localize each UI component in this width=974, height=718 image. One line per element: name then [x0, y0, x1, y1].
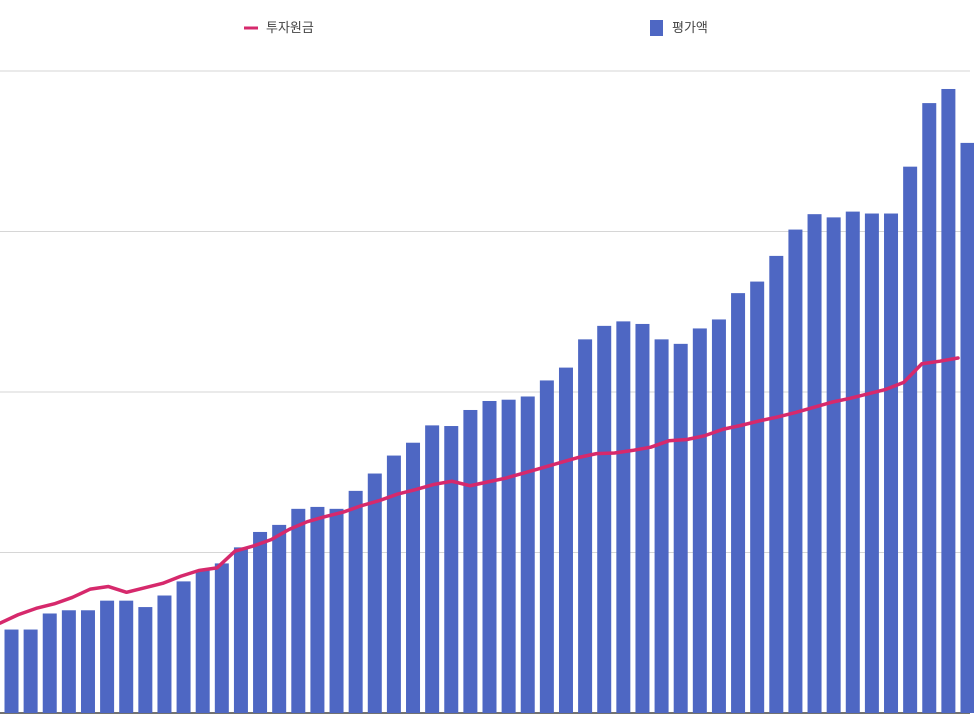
bar [864, 213, 879, 713]
bar [884, 213, 899, 713]
bar [845, 211, 860, 713]
bar [23, 629, 38, 713]
legend-label-evaluation: 평가액 [672, 21, 708, 36]
bar [425, 425, 440, 713]
bar [406, 442, 421, 713]
legend-label-principal: 투자원금 [266, 21, 314, 36]
bar [788, 229, 803, 713]
bar [138, 607, 153, 713]
bar [922, 103, 937, 714]
bar [367, 473, 382, 713]
bar [731, 293, 746, 713]
bar [61, 610, 76, 713]
bar [463, 409, 478, 713]
bar [654, 339, 669, 713]
bar [807, 214, 822, 714]
bar [826, 217, 841, 713]
bar [42, 613, 57, 713]
bar [673, 343, 688, 713]
bar [176, 581, 191, 713]
bar [750, 281, 765, 713]
bar [711, 319, 726, 713]
principal-line [0, 356, 960, 625]
bar [769, 255, 784, 713]
bar [960, 142, 974, 713]
bar [501, 399, 516, 713]
bar [578, 339, 593, 713]
bar [482, 400, 497, 713]
bar [903, 166, 918, 713]
bar [597, 325, 612, 713]
bar [4, 629, 19, 713]
line-series-principal [0, 356, 960, 625]
bar [616, 321, 631, 713]
legend: 투자원금 평가액 [244, 20, 708, 36]
bar [119, 600, 134, 713]
bar [100, 600, 115, 713]
bar-series-evaluation [4, 88, 974, 714]
bar [80, 610, 95, 713]
bar [291, 508, 306, 713]
legend-bar-swatch [650, 20, 663, 36]
bar [195, 569, 210, 713]
bar [539, 380, 554, 713]
bar [272, 524, 287, 713]
bar [941, 88, 956, 714]
bar [329, 508, 344, 713]
bar [157, 595, 172, 713]
bar [692, 328, 707, 713]
bar [233, 547, 248, 713]
bar [386, 455, 401, 713]
bar [310, 506, 325, 713]
bar [635, 323, 650, 713]
bar [444, 426, 459, 713]
bar [348, 490, 363, 713]
bar [253, 531, 268, 713]
bar [214, 563, 229, 713]
bar [520, 396, 535, 713]
bar [558, 367, 573, 713]
